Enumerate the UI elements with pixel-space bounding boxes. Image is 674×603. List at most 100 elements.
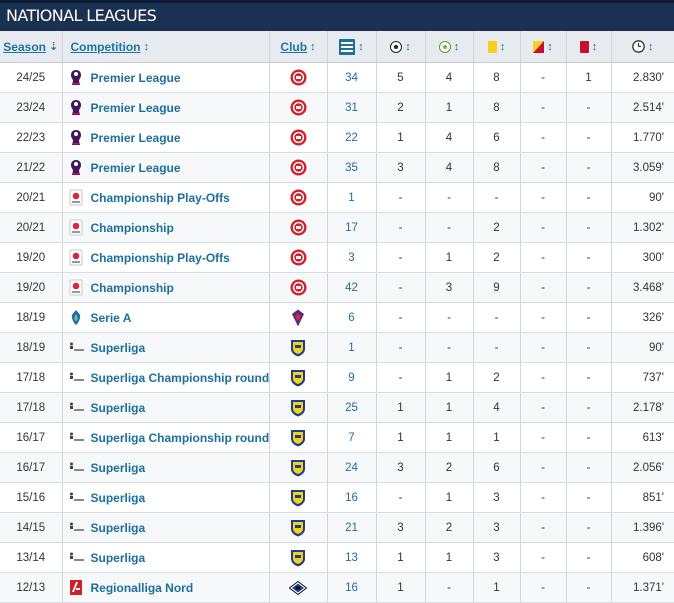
competition-link[interactable]: Championship Play-Offs [90,190,230,205]
appearances-cell[interactable]: 25 [327,392,377,423]
club-badge-brentford-icon[interactable] [290,159,307,176]
competition-link[interactable]: Premier League [90,160,181,175]
premier-league-logo[interactable] [69,159,83,176]
competition-link[interactable]: Championship Play-Offs [90,250,230,265]
superliga-logo[interactable] [69,519,84,536]
appearances-cell[interactable]: 16 [327,572,377,603]
goals-header[interactable]: ↕ [376,31,426,63]
serie-a-logo[interactable] [69,309,83,326]
competition-link[interactable]: Superliga [90,550,146,565]
superliga-logo[interactable] [69,339,84,356]
club-badge-brentford-icon[interactable] [290,219,307,236]
club-badge-brentford-icon[interactable] [290,279,307,296]
red-cards-header[interactable]: ↕ [566,31,612,63]
club-header[interactable]: Club ↕ [269,31,328,63]
championship-logo[interactable] [69,249,83,266]
competition-link[interactable]: Premier League [90,130,181,145]
appearances-cell[interactable]: 6 [327,302,377,333]
regionalliga-logo[interactable] [69,579,83,596]
club-badge-brentford-icon[interactable] [290,69,307,86]
championship-logo[interactable] [69,279,83,296]
appearances-cell[interactable]: 9 [327,362,377,393]
club-badge-brondby-icon[interactable] [290,369,306,387]
club-cell [269,122,328,153]
season-header[interactable]: Season ⇣ [0,31,63,63]
sort-icon[interactable]: ↕ [591,40,598,53]
sort-icon[interactable]: ↕ [405,40,411,53]
premier-league-logo[interactable] [69,99,83,116]
superliga-logo[interactable] [69,489,84,506]
competition-link[interactable]: Superliga Championship round [90,370,270,385]
competition-cell: Premier League [62,92,270,123]
club-badge-brentford-icon[interactable] [290,99,307,116]
competition-link[interactable]: Superliga [90,520,146,535]
competition-link[interactable]: Regionalliga Nord [90,580,194,595]
club-badge-brentford-icon[interactable] [290,189,307,206]
club-badge-brondby-icon[interactable] [290,549,306,567]
competition-link[interactable]: Superliga [90,490,146,505]
club-badge-brondby-icon[interactable] [290,399,306,417]
sort-icon[interactable]: ↕ [648,40,654,53]
superliga-logo[interactable] [69,369,84,386]
club-badge-brondby-icon[interactable] [290,489,306,507]
appearances-cell[interactable]: 35 [327,152,377,183]
competition-link[interactable]: Superliga Championship round [90,430,270,445]
table-row: 13/14 Superliga 13 1 1 3- -608' [0,542,674,573]
superliga-logo[interactable] [69,459,84,476]
appearances-cell[interactable]: 17 [327,212,377,243]
appearances-cell[interactable]: 16 [327,482,377,513]
club-badge-fiorentina-icon[interactable] [291,309,305,327]
superliga-logo[interactable] [69,429,84,446]
appearances-cell[interactable]: 34 [327,62,377,93]
sort-icon[interactable]: ↕ [358,40,364,53]
competition-link[interactable]: Superliga [90,340,146,355]
appearances-cell[interactable]: 24 [327,452,377,483]
club-badge-brentford-icon[interactable] [290,129,307,146]
championship-logo[interactable] [69,189,83,206]
appearances-cell[interactable]: 3 [327,242,377,273]
club-badge-brondby-icon[interactable] [290,429,306,447]
competition-link[interactable]: Superliga [90,460,146,475]
club-badge-brondby-icon[interactable] [290,519,306,537]
appearances-cell[interactable]: 31 [327,92,377,123]
championship-logo[interactable] [69,219,83,236]
second-yellow-header[interactable]: ↕ [520,31,567,63]
club-header-label[interactable]: Club [280,39,308,54]
sort-icon[interactable]: ↕ [453,40,460,53]
appearances-cell[interactable]: 7 [327,422,377,453]
competition-link[interactable]: Superliga [90,400,146,415]
assists-header[interactable]: ↕ [425,31,474,63]
superliga-logo[interactable] [69,549,84,566]
club-badge-brondby-icon[interactable] [290,459,306,477]
competition-link[interactable]: Serie A [90,310,132,325]
yellow-cards-cell: 2 [473,242,521,273]
competition-header-label[interactable]: Competition [70,39,141,54]
appearances-cell[interactable]: 21 [327,512,377,543]
competition-link[interactable]: Championship [90,280,174,295]
premier-league-logo[interactable] [69,129,83,146]
sort-icon[interactable]: ↕ [547,40,553,53]
appearances-cell[interactable]: 1 [327,332,377,363]
sort-icon[interactable]: ↕ [499,40,506,53]
appearances-header[interactable]: ↕ [327,31,377,63]
club-badge-brentford-icon[interactable] [290,249,307,266]
premier-league-logo[interactable] [69,69,83,86]
appearances-cell[interactable]: 1 [327,182,377,213]
club-badge-hamburg-icon[interactable] [288,580,308,595]
yellow-cards-header[interactable]: ↕ [473,31,521,63]
competition-link[interactable]: Championship [90,220,174,235]
appearances-cell[interactable]: 42 [327,272,377,303]
superliga-logo[interactable] [69,399,84,416]
sort-icon[interactable]: ↕ [310,40,316,53]
competition-header[interactable]: Competition ↕ [62,31,270,63]
competition-link[interactable]: Premier League [90,100,181,115]
sort-icon[interactable]: ↕ [143,40,150,53]
minutes-header[interactable]: ↕ [611,31,674,63]
club-badge-brondby-icon[interactable] [290,339,306,357]
assists-cell: 1 [425,542,474,573]
competition-link[interactable]: Premier League [90,70,181,85]
season-header-label[interactable]: Season [3,39,46,54]
sort-down-icon[interactable]: ⇣ [48,41,59,53]
appearances-cell[interactable]: 22 [327,122,377,153]
appearances-cell[interactable]: 13 [327,542,377,573]
